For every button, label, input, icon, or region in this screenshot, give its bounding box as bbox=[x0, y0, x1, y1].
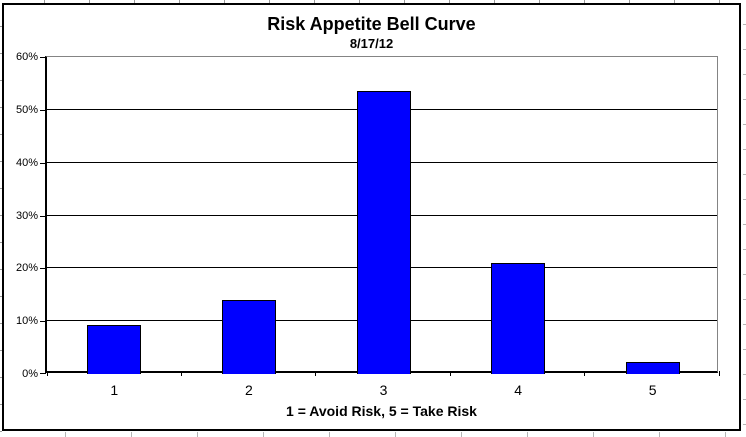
y-axis-tick-label: 40% bbox=[15, 156, 38, 169]
x-category-label: 4 bbox=[514, 382, 522, 398]
y-axis-tick-label: 30% bbox=[15, 209, 38, 222]
y-axis-tick-label: 10% bbox=[15, 315, 38, 328]
y-axis-tick bbox=[40, 109, 46, 111]
x-axis-tick bbox=[584, 371, 585, 376]
bar bbox=[357, 91, 411, 374]
x-category-label: 1 bbox=[110, 382, 119, 398]
y-axis-tick bbox=[40, 215, 46, 217]
x-axis-tick bbox=[181, 371, 182, 376]
x-axis-tick bbox=[450, 371, 451, 376]
y-axis-tick bbox=[40, 162, 46, 164]
y-axis-tick-label: 20% bbox=[15, 262, 38, 275]
y-axis-tick-label: 0% bbox=[22, 368, 38, 380]
y-axis-tick-label: 60% bbox=[15, 51, 38, 63]
bar bbox=[87, 325, 141, 374]
bar bbox=[491, 263, 545, 374]
chart-title: Risk Appetite Bell Curve bbox=[267, 14, 476, 34]
plot-area: 0% 10% 20% 30% 40% 50% 60% 1 2 3 4 5 bbox=[16, 51, 720, 398]
y-axis-tick bbox=[40, 268, 46, 270]
x-axis-tick bbox=[47, 371, 48, 376]
y-axis-tick bbox=[40, 373, 46, 374]
x-category-label: 3 bbox=[379, 382, 388, 398]
y-axis-tick bbox=[40, 57, 46, 58]
x-category-label: 2 bbox=[244, 382, 253, 398]
y-axis-tick-label: 50% bbox=[15, 103, 38, 116]
chart-subtitle: 8/17/12 bbox=[349, 36, 394, 51]
x-axis-title: 1 = Avoid Risk, 5 = Take Risk bbox=[286, 403, 477, 419]
x-axis-tick bbox=[315, 371, 316, 376]
bar bbox=[626, 362, 680, 374]
x-category-label: 5 bbox=[648, 382, 657, 398]
x-axis-tick bbox=[719, 371, 720, 376]
y-axis-tick bbox=[40, 321, 46, 323]
bar bbox=[222, 300, 276, 374]
sheet-column-gridmarks-bottom bbox=[0, 432, 746, 437]
